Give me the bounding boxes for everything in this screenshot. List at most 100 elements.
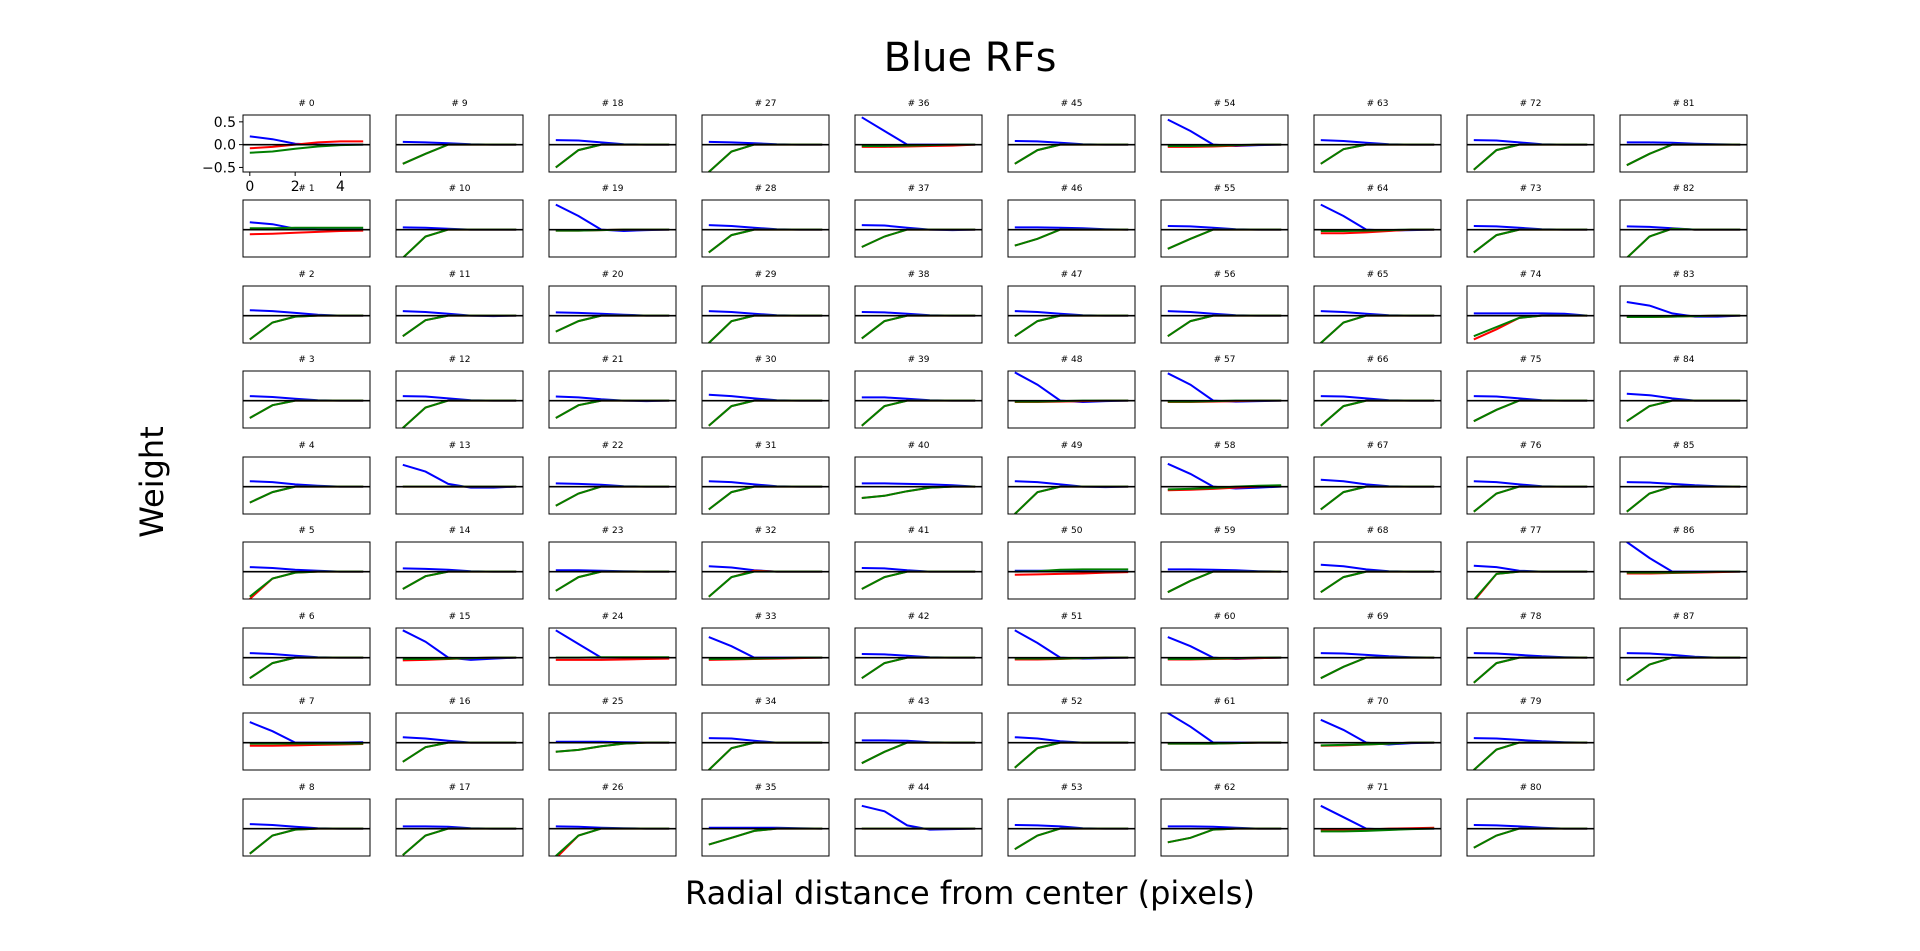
blue-series-line: [555, 203, 670, 233]
rf-panel: # 70: [1313, 697, 1442, 771]
green-series-line: [861, 314, 976, 340]
green-series-line: [1014, 827, 1129, 851]
panel-lines: [549, 203, 676, 233]
green-series-line: [402, 143, 517, 165]
panel-frame: [701, 285, 830, 344]
panel-frame: [1313, 798, 1442, 857]
rf-panel: # 12: [395, 355, 524, 429]
panel-frame: [1619, 199, 1748, 258]
panel-frame: [1007, 199, 1136, 258]
panel-lines: [1008, 629, 1135, 661]
panel-title: # 21: [602, 355, 624, 365]
red-series-line: [1473, 399, 1588, 423]
panel-title: # 37: [908, 184, 930, 194]
panel-lines: [855, 739, 982, 765]
rf-panel: # 10: [395, 184, 524, 258]
red-series-line: [249, 229, 364, 236]
rf-panel: # 86: [1619, 526, 1748, 600]
panel-title: # 36: [908, 99, 930, 109]
panel-title: # 79: [1520, 697, 1542, 707]
rf-panel: # 52: [1007, 697, 1136, 771]
panel-lines: [1008, 226, 1135, 247]
panel-frame: [395, 370, 524, 429]
panel-title: # 51: [1061, 612, 1083, 622]
panel-title: # 67: [1367, 441, 1389, 451]
rf-panel: # 74: [1466, 270, 1595, 344]
panel-title: # 33: [755, 612, 777, 622]
panel-lines: [1161, 372, 1288, 403]
panel-frame: [1466, 199, 1595, 258]
panel-title: # 60: [1214, 612, 1236, 622]
panel-title: # 62: [1214, 783, 1236, 793]
red-series-line: [708, 569, 823, 598]
green-series-line: [402, 741, 517, 763]
green-series-line: [555, 399, 670, 419]
green-series-line: [402, 314, 517, 338]
red-series-line: [708, 741, 823, 770]
red-series-line: [402, 314, 517, 338]
rf-panel: # 35: [701, 783, 830, 857]
blue-series-line: [249, 721, 364, 744]
red-series-line: [555, 143, 670, 169]
panel-lines: [1314, 563, 1441, 594]
blue-series-line: [1167, 372, 1282, 403]
blue-series-line: [861, 804, 976, 831]
panel-lines: [243, 480, 370, 504]
panel-title: # 81: [1673, 99, 1695, 109]
panel-lines: [1467, 395, 1594, 423]
blue-series-line: [1320, 563, 1435, 573]
panel-lines: [1620, 141, 1747, 167]
panel-lines: [1314, 652, 1441, 680]
panel-frame: [548, 370, 677, 429]
panel-title: # 24: [602, 612, 624, 622]
green-series-line: [1014, 741, 1129, 769]
red-series-line: [1014, 571, 1129, 576]
panel-frame: [854, 114, 983, 173]
rf-panel: # 65: [1313, 270, 1442, 344]
panel-title: # 71: [1367, 783, 1389, 793]
panel-frame: [548, 798, 677, 857]
rf-panel: # 64: [1313, 184, 1442, 258]
rf-panel: # 25: [548, 697, 677, 771]
panel-lines: [1314, 310, 1441, 343]
rf-panel: # 37: [854, 184, 983, 258]
panel-frame: [1007, 114, 1136, 173]
panel-lines: [1161, 825, 1288, 844]
panel-lines: [396, 825, 523, 856]
blue-series-line: [402, 463, 517, 489]
blue-series-line: [861, 116, 976, 146]
panel-title: # 31: [755, 441, 777, 451]
rf-panel: # 15: [395, 612, 524, 686]
red-series-line: [1473, 656, 1588, 684]
panel-title: # 76: [1520, 441, 1542, 451]
green-series-line: [1473, 570, 1588, 599]
panel-lines: [1620, 301, 1747, 318]
blue-series-line: [1167, 713, 1282, 744]
panel-frame: [548, 285, 677, 344]
panel-frame: [1160, 456, 1289, 515]
rf-panel: # 31: [701, 441, 830, 515]
green-series-line: [1473, 741, 1588, 770]
panel-frame: [1313, 370, 1442, 429]
green-series-line: [1320, 656, 1435, 680]
panel-frame: [395, 541, 524, 600]
panel-title: # 12: [449, 355, 471, 365]
green-series-line: [861, 228, 976, 248]
green-series-line: [402, 570, 517, 590]
panel-lines: [1008, 568, 1135, 576]
green-series-line: [1320, 143, 1435, 165]
rf-panel: # 50: [1007, 526, 1136, 600]
green-series-line: [1320, 485, 1435, 511]
red-series-line: [708, 228, 823, 254]
panel-lines: [1314, 203, 1441, 235]
panel-title: # 32: [755, 526, 777, 536]
rf-panel: # 66: [1313, 355, 1442, 429]
red-series-line: [402, 228, 517, 257]
panel-frame: [1619, 370, 1748, 429]
panel-lines: [1467, 480, 1594, 513]
panel-frame: [1313, 541, 1442, 600]
panel-title: # 40: [908, 441, 930, 451]
panel-lines: [1161, 225, 1288, 250]
panel-lines: [396, 736, 523, 763]
panel-lines: [1161, 462, 1288, 492]
